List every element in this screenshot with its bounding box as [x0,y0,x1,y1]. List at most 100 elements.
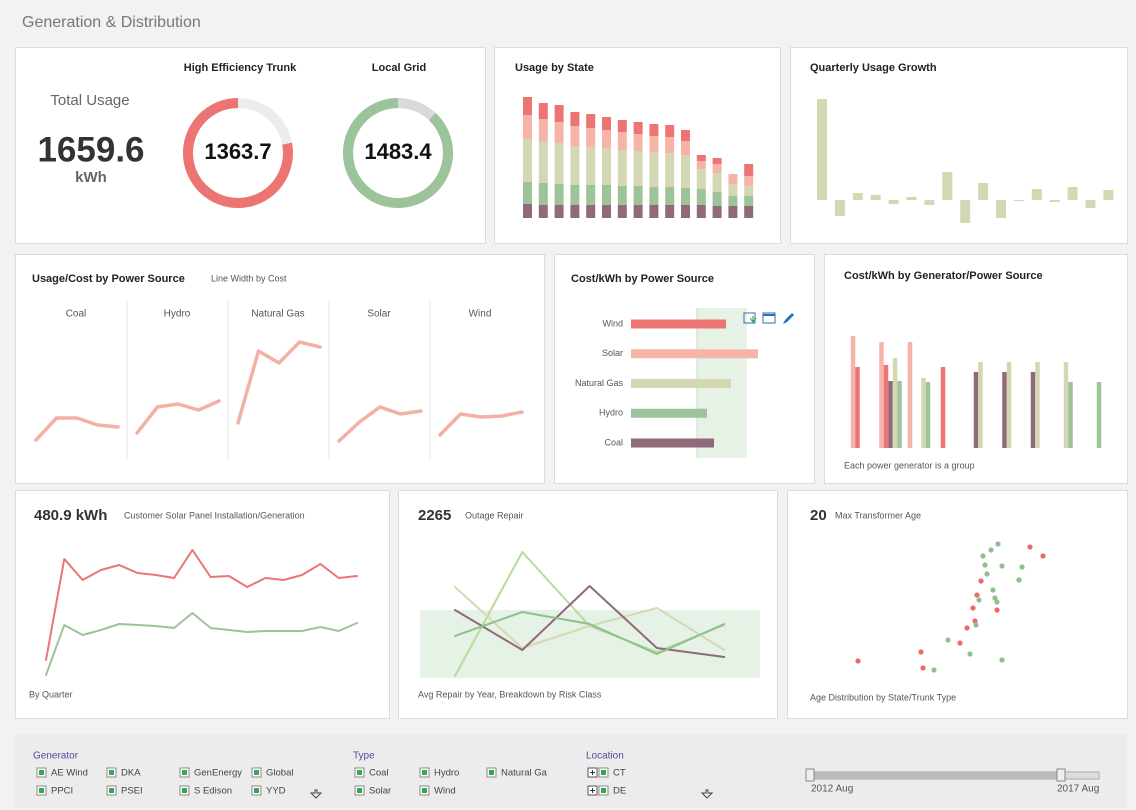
bar-segment [602,148,611,185]
panel [15,254,545,484]
filter-heading: Generator [33,751,79,762]
bar-segment [665,187,675,205]
scroll-down[interactable] [700,789,714,799]
bar-segment [523,182,532,204]
bar-segment [586,114,596,128]
filter-item: PSEI [121,786,143,797]
chart-title: Local Grid [372,62,426,74]
bar [852,193,863,200]
bar [907,342,913,448]
bar-segment [665,137,675,153]
bar [834,200,845,216]
bar [1103,190,1114,200]
bar-segment [523,97,532,115]
filter-item: AE Wind [51,768,88,779]
edit-icon[interactable] [783,313,794,324]
y-tick-label: Wind [602,318,623,328]
filter-item: YYD [266,786,286,797]
kpi-label: Total Usage [50,92,129,109]
bar-segment [665,125,675,137]
bar-segment [649,136,659,152]
checkbox-check [39,788,44,793]
chart-note: Each power generator is a group [844,460,975,470]
bar-segment [728,174,738,184]
chart-title: Cost/kWh by Generator/Power Source [844,270,1043,282]
bar-segment [633,134,643,151]
series-line [454,611,726,655]
scatter-point [974,592,980,598]
headline: 2265 [418,507,451,524]
bar [960,200,971,223]
bar-segment [523,139,532,182]
filter-item: Natural Ga [501,768,548,779]
chart-subtitle: Max Transformer Age [835,510,921,520]
scatter-point [982,562,988,568]
bar [879,342,884,448]
export-arrow [749,316,757,323]
scatter-point [855,658,861,664]
bar-segment [586,185,596,205]
bar-segment [602,185,611,205]
slider-handle[interactable] [805,768,815,782]
scatter-point [973,622,979,628]
filter-item: CT [613,768,626,779]
bar [1002,372,1007,448]
bar-segment [617,186,627,205]
bar [921,378,926,448]
panel-label: Wind [469,309,492,320]
bar [631,438,714,448]
chart-subtitle: Outage Repair [465,510,524,520]
bar-segment [633,205,643,218]
scatter-point [972,618,978,624]
bar-segment [586,147,596,185]
usage-line [135,399,221,435]
bar-segment [554,205,564,218]
panel [15,490,390,719]
export-icon[interactable] [743,312,756,324]
scatter-point [999,563,1005,569]
bar [888,200,899,204]
slider-range [810,772,1062,779]
bar-segment [554,184,564,205]
bar [1035,362,1040,448]
bar-segment [523,204,532,218]
panel [824,254,1128,484]
checkbox-check [357,788,362,793]
scatter-point [994,607,1000,613]
bar-segment [570,112,580,126]
filter-item: DE [613,786,626,797]
checkbox-check [489,770,494,775]
filter-item: Coal [369,768,389,779]
slider-handle[interactable] [1056,768,1066,782]
scroll-down[interactable] [309,789,323,799]
maximize-icon[interactable] [762,312,776,324]
bar-segment [538,119,548,141]
filter-heading: Type [353,751,375,762]
bar-segment [649,205,659,218]
bar-segment [617,132,627,150]
bar-segment [681,141,690,155]
scatter-point [945,637,951,643]
scatter-point [967,651,973,657]
bar-segment [712,192,722,206]
page-title: Generation & Distribution [22,14,201,31]
bar [973,372,979,448]
bar-segment [602,205,611,218]
bar-segment [633,151,643,186]
filter-item: Solar [369,786,391,797]
series-line [45,549,358,661]
bar-segment [554,105,564,122]
filter-item: Global [266,768,293,779]
y-tick-label: Natural Gas [575,378,624,388]
series-line [45,612,358,676]
chart-subtitle: Customer Solar Panel Installation/Genera… [124,510,305,520]
bar-segment [728,184,738,196]
bar [925,382,931,448]
bar-segment [681,188,690,205]
bar-segment [696,189,706,205]
bar [883,365,889,448]
bar-segment [554,122,564,143]
bar [978,183,989,200]
scatter-point [918,649,924,655]
panel [787,490,1128,719]
